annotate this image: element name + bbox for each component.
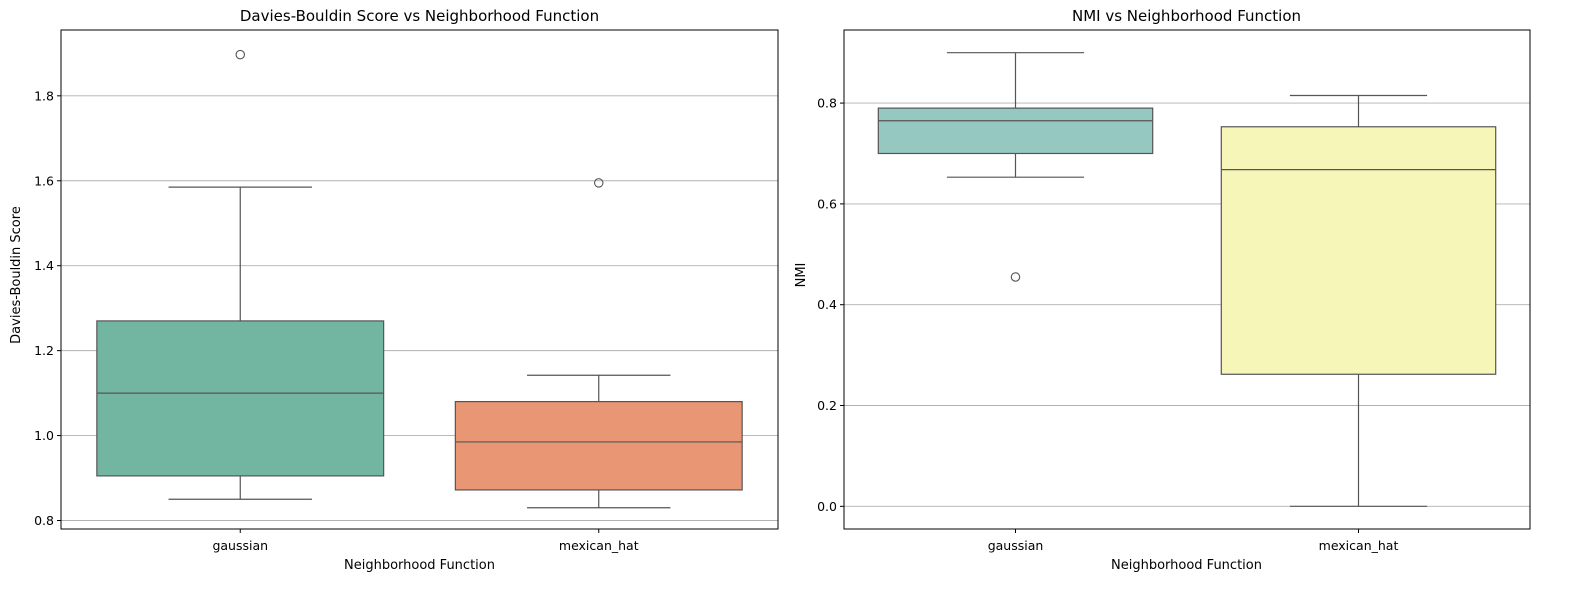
chart-title: NMI vs Neighborhood Function [1072,7,1301,25]
y-tick-label: 0.0 [817,499,837,514]
y-tick-label: 1.4 [34,258,54,273]
y-tick-label: 1.8 [34,88,54,103]
outlier-point [235,49,246,60]
outlier-point [593,178,604,188]
y-tick-label: 0.6 [817,196,837,211]
box-mexican_hat [454,178,743,509]
chart-title: Davies-Bouldin Score vs Neighborhood Fun… [240,7,599,25]
box-body [1220,126,1497,375]
y-tick-label: 1.0 [34,428,54,443]
boxes [877,52,1497,507]
y-tick-label: 1.6 [34,173,54,188]
y-tick-label: 0.2 [817,398,837,413]
x-tick-label: gaussian [988,538,1044,553]
x-tick-label: mexican_hat [1319,538,1399,553]
box-body [877,107,1154,155]
y-tick-label: 0.8 [34,513,54,528]
davies-bouldin-chart: Davies-Bouldin Score vs Neighborhood Fun… [9,7,779,573]
plot-frame [60,29,779,530]
nmi-chart: NMI vs Neighborhood Function 0.00.20.40.… [794,7,1531,573]
y-tick-label: 0.8 [817,96,837,111]
x-tick-label: mexican_hat [559,538,639,553]
y-axis-label: Davies-Bouldin Score [9,206,24,344]
ticks: 0.8 1.0 1.2 1.4 1.6 1.8 gaussian mexican_hat [34,88,639,553]
boxes [96,49,743,509]
plot-frame [843,29,1531,530]
y-tick-label: 1.2 [34,343,54,358]
y-tick-label: 0.4 [817,297,837,312]
x-tick-label: gaussian [212,538,268,553]
x-axis-label: Neighborhood Function [1111,558,1262,573]
box-body [454,400,743,491]
ticks: 0.0 0.2 0.4 0.6 0.8 gaussian mexican_hat [817,96,1398,553]
box-gaussian [96,49,385,500]
x-axis-label: Neighborhood Function [344,558,495,573]
y-axis-label: NMI [794,263,809,288]
box-body [96,320,385,477]
box-mexican_hat [1220,94,1497,507]
outlier-point [1010,272,1021,282]
box-gaussian [877,52,1154,282]
